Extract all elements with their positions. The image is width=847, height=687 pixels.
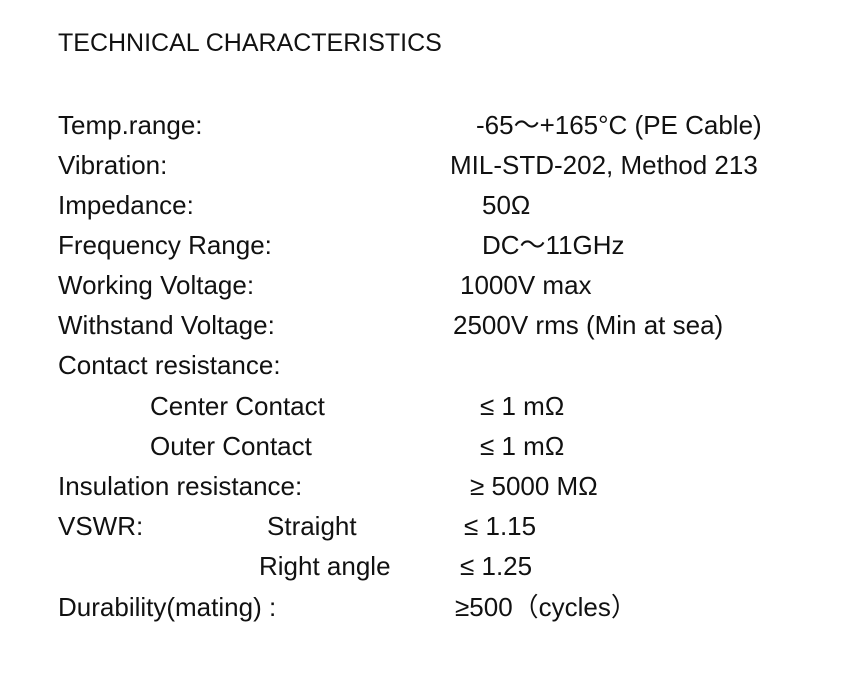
- label: VSWR:: [58, 511, 144, 541]
- value: MIL-STD-202, Method 213: [450, 150, 758, 180]
- sublabel: Straight: [267, 511, 357, 541]
- label: Center Contact: [150, 391, 325, 421]
- label: Withstand Voltage:: [58, 310, 275, 340]
- label: Vibration:: [58, 150, 168, 180]
- label: Outer Contact: [150, 431, 312, 461]
- label: Durability(mating) :: [58, 592, 277, 622]
- sublabel: Right angle: [259, 551, 391, 581]
- label: Insulation resistance:: [58, 471, 303, 501]
- label: Working Voltage:: [58, 270, 255, 300]
- page-title: TECHNICAL CHARACTERISTICS: [58, 29, 442, 57]
- value: ≤ 1 mΩ: [480, 431, 565, 461]
- label: Contact resistance:: [58, 350, 281, 380]
- value: 2500V rms (Min at sea): [453, 310, 724, 340]
- label: Temp.range:: [58, 110, 203, 140]
- value: 1000V max: [460, 270, 592, 300]
- value: ≤ 1 mΩ: [480, 391, 565, 421]
- label: Frequency Range:: [58, 230, 272, 260]
- value: -65～+165°C (PE Cable): [476, 110, 762, 140]
- value: ≤ 1.25: [460, 551, 533, 581]
- value: 50Ω: [482, 190, 531, 220]
- value: ≥500（cycles）: [455, 592, 637, 622]
- label: Impedance:: [58, 190, 194, 220]
- value: ≥ 5000 MΩ: [470, 471, 598, 501]
- value: DC～11GHz: [482, 230, 625, 260]
- value: ≤ 1.15: [464, 511, 537, 541]
